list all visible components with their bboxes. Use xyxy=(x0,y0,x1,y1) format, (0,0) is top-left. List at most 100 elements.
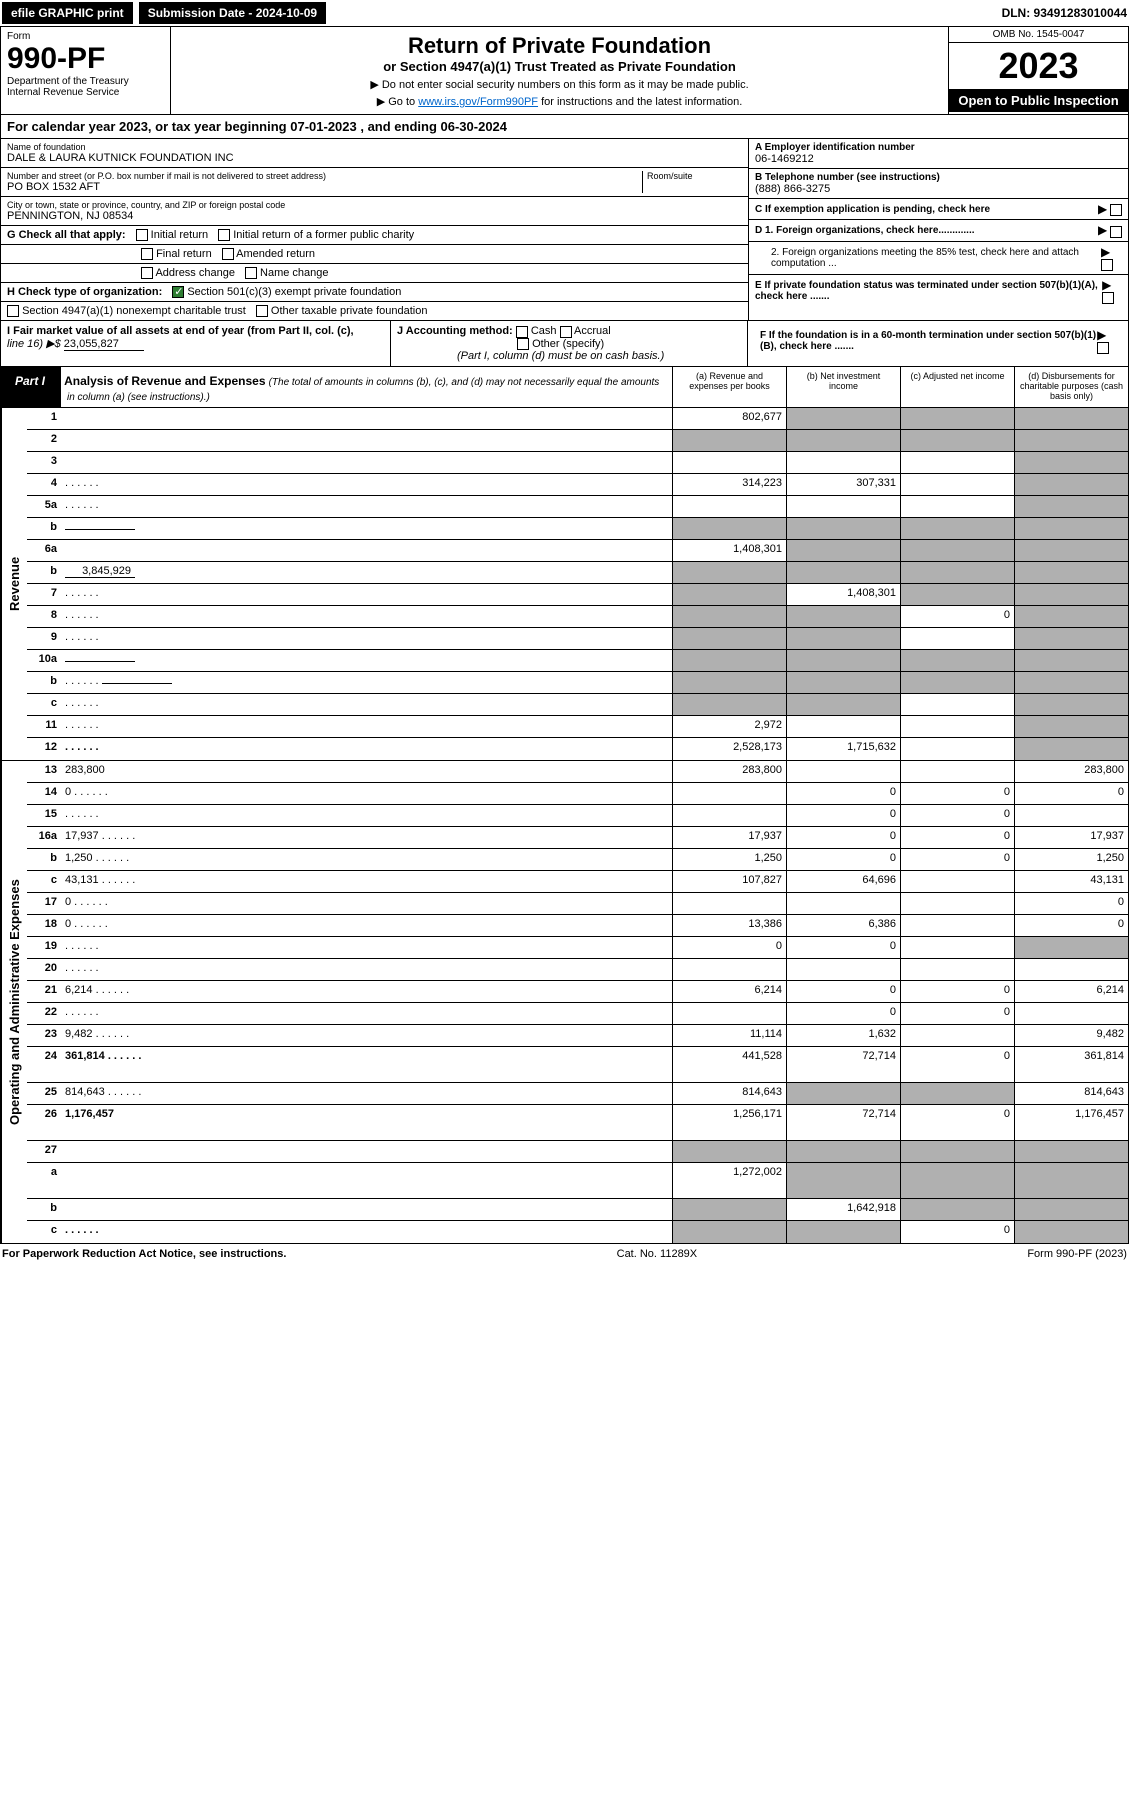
val-b xyxy=(786,1141,900,1162)
val-d: 1,176,457 xyxy=(1014,1105,1128,1140)
dln: DLN: 93491283010044 xyxy=(1002,6,1127,20)
footer: For Paperwork Reduction Act Notice, see … xyxy=(0,1244,1129,1264)
table-row: 9 . . . . . . xyxy=(27,628,1128,650)
line-num: 14 xyxy=(27,783,61,804)
val-a: 2,972 xyxy=(672,716,786,737)
h-check-row2: Section 4947(a)(1) nonexempt charitable … xyxy=(1,302,748,320)
line-desc xyxy=(61,540,672,561)
cb-addr-change[interactable] xyxy=(141,267,153,279)
f-block: F If the foundation is in a 60-month ter… xyxy=(748,321,1128,365)
val-b xyxy=(786,628,900,649)
line-desc xyxy=(61,650,672,671)
line-desc: . . . . . . xyxy=(61,1221,672,1243)
table-row: b . . . . . . xyxy=(27,672,1128,694)
cb-other-tax[interactable] xyxy=(256,305,268,317)
table-row: 15 . . . . . .00 xyxy=(27,805,1128,827)
val-b xyxy=(786,408,900,429)
val-d: 6,214 xyxy=(1014,981,1128,1002)
line-num: c xyxy=(27,1221,61,1243)
501c3-label: Section 501(c)(3) exempt private foundat… xyxy=(187,286,401,298)
name-change-label: Name change xyxy=(260,267,329,279)
cb-initial[interactable] xyxy=(136,229,148,241)
val-d xyxy=(1014,716,1128,737)
line-desc: 0 . . . . . . xyxy=(61,915,672,936)
val-a xyxy=(672,430,786,451)
val-c: 0 xyxy=(900,805,1014,826)
note2-post: for instructions and the latest informat… xyxy=(538,96,742,108)
name-cell: Name of foundation DALE & LAURA KUTNICK … xyxy=(1,139,748,168)
cb-f[interactable] xyxy=(1097,342,1109,354)
line-desc: 1,250 . . . . . . xyxy=(61,849,672,870)
val-d xyxy=(1014,628,1128,649)
val-c xyxy=(900,915,1014,936)
header-mid: Return of Private Foundation or Section … xyxy=(171,27,948,114)
val-c: 0 xyxy=(900,849,1014,870)
val-b xyxy=(786,1083,900,1104)
line-desc: 0 . . . . . . xyxy=(61,893,672,914)
val-a: 0 xyxy=(672,937,786,958)
val-c xyxy=(900,716,1014,737)
cb-accrual[interactable] xyxy=(560,326,572,338)
line-desc: . . . . . . xyxy=(61,672,672,693)
val-a xyxy=(672,1221,786,1243)
col-b-head: (b) Net investment income xyxy=(786,367,900,407)
line-desc: 6,214 . . . . . . xyxy=(61,981,672,1002)
val-d xyxy=(1014,430,1128,451)
cb-amended[interactable] xyxy=(222,248,234,260)
cb-final[interactable] xyxy=(141,248,153,260)
table-row: 5a . . . . . . xyxy=(27,496,1128,518)
val-c xyxy=(900,694,1014,715)
cb-501c3[interactable] xyxy=(172,286,184,298)
initial-former-label: Initial return of a former public charit… xyxy=(233,229,414,241)
val-b xyxy=(786,650,900,671)
val-d xyxy=(1014,408,1128,429)
table-row: 25814,643 . . . . . .814,643814,643 xyxy=(27,1083,1128,1105)
line-num: 1 xyxy=(27,408,61,429)
g-label: G Check all that apply: xyxy=(7,229,126,241)
cb-cash[interactable] xyxy=(516,326,528,338)
val-d xyxy=(1014,606,1128,627)
val-d: 0 xyxy=(1014,783,1128,804)
cb-4947[interactable] xyxy=(7,305,19,317)
val-b xyxy=(786,959,900,980)
val-c xyxy=(900,496,1014,517)
efile-button[interactable]: efile GRAPHIC print xyxy=(2,2,133,24)
val-b: 0 xyxy=(786,827,900,848)
form-link[interactable]: www.irs.gov/Form990PF xyxy=(418,96,538,108)
val-b: 0 xyxy=(786,1003,900,1024)
cb-name-change[interactable] xyxy=(245,267,257,279)
val-c xyxy=(900,452,1014,473)
inspection-badge: Open to Public Inspection xyxy=(949,89,1128,112)
val-a xyxy=(672,584,786,605)
line-desc xyxy=(61,1141,672,1162)
line-desc xyxy=(61,452,672,473)
cb-e[interactable] xyxy=(1102,292,1114,304)
val-b: 0 xyxy=(786,849,900,870)
val-a xyxy=(672,628,786,649)
val-c: 0 xyxy=(900,981,1014,1002)
val-a xyxy=(672,650,786,671)
table-row: 12 . . . . . .2,528,1731,715,632 xyxy=(27,738,1128,760)
val-d xyxy=(1014,937,1128,958)
line-desc: . . . . . . xyxy=(61,584,672,605)
line-desc: . . . . . . xyxy=(61,694,672,715)
revenue-rows: 1802,677234 . . . . . .314,223307,3315a … xyxy=(27,408,1128,760)
footer-left: For Paperwork Reduction Act Notice, see … xyxy=(2,1248,286,1260)
cb-initial-former[interactable] xyxy=(218,229,230,241)
line-desc: . . . . . . xyxy=(61,937,672,958)
val-d xyxy=(1014,1163,1128,1198)
phone-cell: B Telephone number (see instructions) (8… xyxy=(749,169,1128,199)
city: PENNINGTON, NJ 08534 xyxy=(7,210,742,222)
cb-d2[interactable] xyxy=(1101,259,1113,271)
val-b xyxy=(786,761,900,782)
cb-d1[interactable] xyxy=(1110,226,1122,238)
cb-other-acct[interactable] xyxy=(517,338,529,350)
cb-c[interactable] xyxy=(1110,204,1122,216)
table-row: 11 . . . . . .2,972 xyxy=(27,716,1128,738)
val-b xyxy=(786,452,900,473)
val-a xyxy=(672,562,786,583)
val-d: 361,814 xyxy=(1014,1047,1128,1082)
line-desc xyxy=(61,1199,672,1220)
val-c: 0 xyxy=(900,1003,1014,1024)
name-label: Name of foundation xyxy=(7,142,742,152)
